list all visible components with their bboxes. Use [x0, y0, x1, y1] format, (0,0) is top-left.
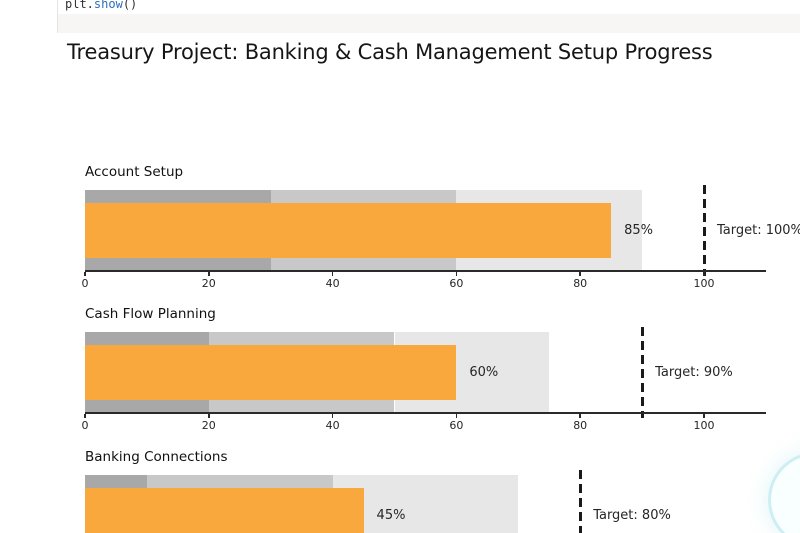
value-label: 60% — [469, 365, 499, 380]
chart-title: Account Setup — [85, 164, 184, 180]
x-axis-tick — [455, 271, 458, 276]
target-line — [640, 327, 644, 418]
cell-left-border — [57, 0, 58, 33]
target-label: Target: 100% — [717, 223, 800, 238]
target-line — [578, 470, 582, 533]
x-axis-tick-label: 40 — [325, 419, 340, 432]
target-label: Target: 90% — [655, 365, 733, 380]
x-axis-tick-label: 40 — [325, 277, 340, 290]
chart-title: Banking Connections — [85, 449, 228, 465]
x-axis-tick-label: 80 — [573, 277, 588, 290]
assistant-button[interactable] — [768, 452, 800, 533]
x-axis-tick-label: 100 — [693, 419, 715, 432]
target-label: Target: 80% — [593, 508, 671, 523]
x-axis-tick-label: 0 — [81, 277, 89, 290]
x-axis-tick — [84, 413, 86, 418]
target-line — [702, 185, 706, 276]
value-label: 45% — [376, 508, 406, 523]
x-axis-tick — [579, 271, 581, 276]
figure-title: Treasury Project: Banking & Cash Managem… — [67, 40, 713, 64]
chart-title: Cash Flow Planning — [85, 306, 216, 322]
code-line[interactable]: plt.show() — [65, 0, 137, 11]
x-axis-tick-label: 60 — [449, 419, 464, 432]
progress-bar — [85, 345, 457, 400]
x-axis-tick-label: 20 — [201, 419, 216, 432]
x-axis-tick — [208, 271, 210, 276]
x-axis-tick-label: 0 — [81, 419, 89, 432]
x-axis-tick-label: 80 — [573, 419, 588, 432]
x-axis-tick-label: 100 — [693, 277, 715, 290]
value-label: 85% — [624, 223, 654, 238]
x-axis-tick — [703, 413, 705, 418]
x-axis — [85, 270, 766, 272]
code-token-plain: plt. — [65, 0, 94, 11]
code-token-plain: () — [122, 0, 138, 11]
code-cell-strip — [58, 14, 800, 33]
progress-bar — [85, 488, 364, 533]
x-axis-tick — [331, 413, 334, 418]
x-axis-tick — [579, 413, 581, 418]
x-axis-tick — [331, 271, 334, 276]
x-axis-tick-label: 60 — [449, 277, 464, 290]
x-axis-tick — [455, 413, 458, 418]
x-axis-tick — [208, 413, 210, 418]
x-axis-tick — [703, 271, 705, 276]
code-token-function: show — [93, 0, 123, 11]
x-axis — [85, 412, 766, 414]
progress-bar — [85, 203, 612, 258]
x-axis-tick-label: 20 — [201, 277, 216, 290]
x-axis-tick — [84, 271, 86, 276]
